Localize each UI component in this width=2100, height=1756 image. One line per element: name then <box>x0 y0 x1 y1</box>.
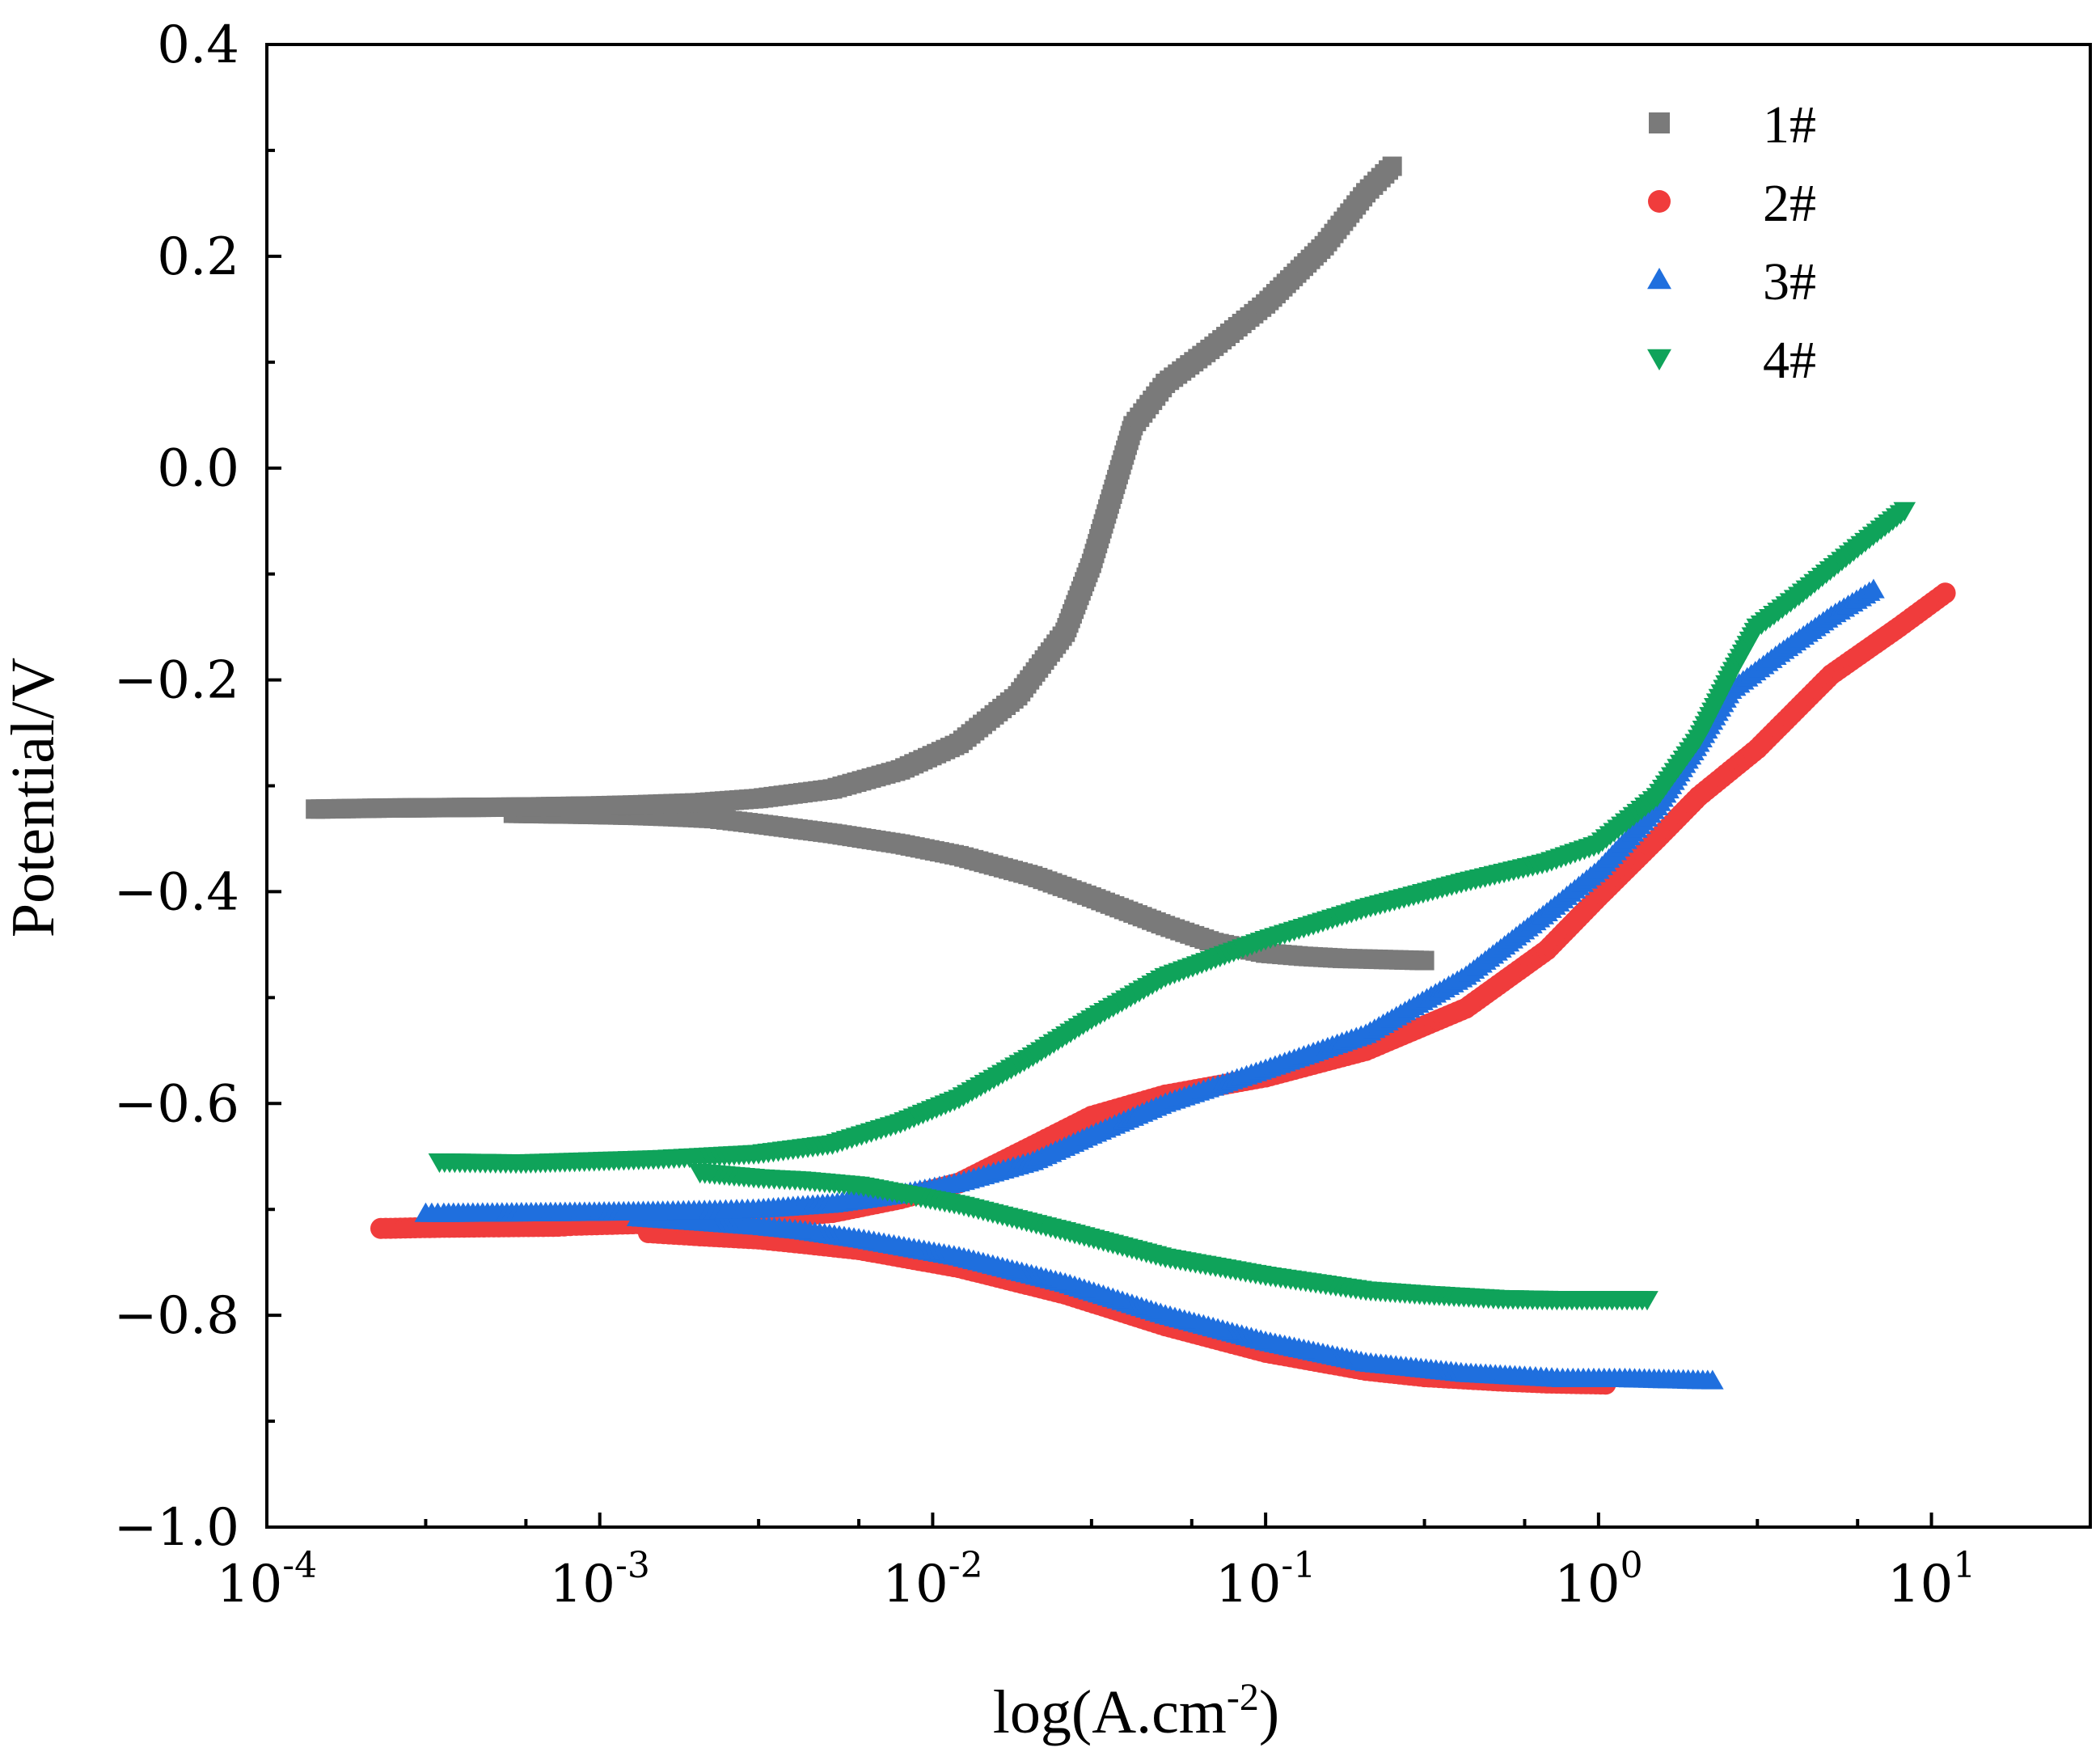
y-tick-label: 0.0 <box>157 439 239 499</box>
x-tick-label: 10-1 <box>1215 1545 1316 1614</box>
y-tick-label: −1.0 <box>114 1498 239 1558</box>
x-axis-title-close: ) <box>1259 1678 1279 1746</box>
x-axis-title-superscript: -2 <box>1227 1676 1259 1719</box>
series-3-anodic-branch <box>414 578 1885 1222</box>
y-tick-label: −0.4 <box>114 862 239 922</box>
y-tick-label: 0.4 <box>157 15 239 75</box>
series-3-cathodic-branch <box>626 1206 1724 1390</box>
legend-item-3: 3# <box>1647 252 1816 311</box>
y-tick-label: 0.2 <box>157 227 239 287</box>
legend: 1# 2# 3# 4# <box>1647 95 1816 390</box>
legend-item-2: 2# <box>1648 174 1816 233</box>
data-point <box>1382 156 1402 176</box>
x-tick-label: 10-2 <box>882 1545 982 1614</box>
legend-marker <box>1649 112 1670 133</box>
x-tick-label: 100 <box>1554 1545 1642 1614</box>
data-marks <box>306 156 1956 1395</box>
legend-label: 2# <box>1763 174 1816 233</box>
y-tick-label: −0.2 <box>114 651 239 711</box>
legend-marker <box>1647 268 1671 290</box>
legend-label: 1# <box>1763 95 1816 154</box>
data-point <box>1862 578 1885 599</box>
x-axis-title: log(A.cm-2) <box>993 1676 1279 1746</box>
legend-marker <box>1647 349 1671 370</box>
y-axis-title: Potential/V <box>0 658 67 937</box>
legend-label: 3# <box>1763 252 1816 311</box>
x-tick-label: 101 <box>1887 1545 1975 1614</box>
legend-item-4: 4# <box>1647 331 1816 390</box>
series-1-anodic-branch <box>306 156 1402 819</box>
data-point <box>1934 582 1956 604</box>
series-4 <box>428 501 1916 1311</box>
legend-label: 4# <box>1763 331 1816 390</box>
axes: 0.4 0.2 0.0 −0.2 −0.4 −0.6 −0.8 −1.010-4 10-3 10-… <box>114 15 2092 1614</box>
series-4-anodic-branch <box>428 501 1916 1174</box>
series-3 <box>414 578 1885 1390</box>
x-axis-title-base: log(A.cm <box>993 1678 1227 1746</box>
x-tick-label: 10-3 <box>550 1545 650 1614</box>
series-1 <box>306 156 1435 971</box>
x-tick-label: 10-4 <box>217 1545 317 1614</box>
data-point <box>1893 501 1916 522</box>
series-4-cathodic-branch <box>688 1164 1658 1311</box>
data-point <box>688 1164 712 1184</box>
y-tick-label: −0.8 <box>114 1286 239 1346</box>
y-tick-label: −0.6 <box>114 1074 239 1134</box>
legend-marker <box>1648 190 1671 213</box>
legend-item-1: 1# <box>1649 95 1816 154</box>
